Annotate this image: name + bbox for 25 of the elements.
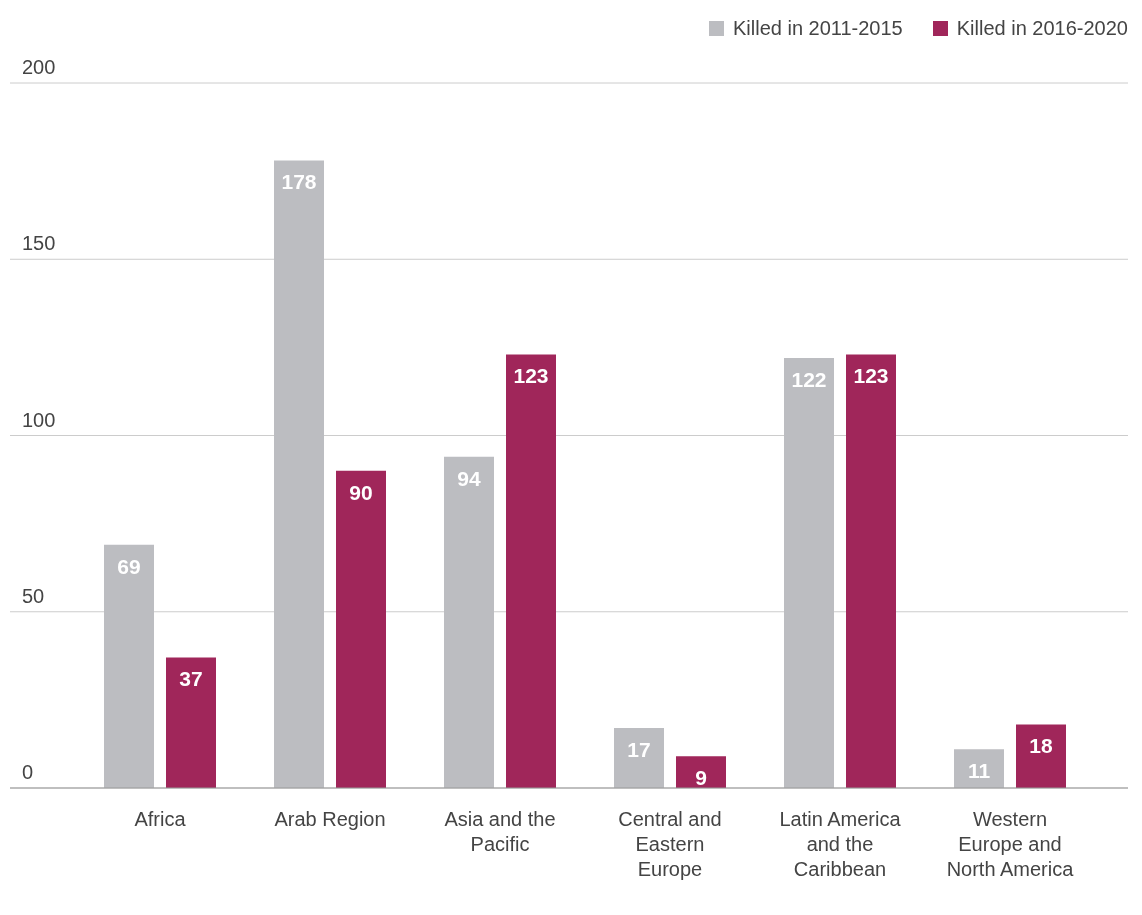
legend-label: Killed in 2016-2020 (956, 16, 1128, 40)
data-label: 69 (117, 554, 141, 578)
data-label: 9 (695, 766, 707, 790)
x-tick-label: Arab Region (274, 808, 386, 830)
x-tick-label: Western Europe and North America (946, 808, 1075, 880)
data-label: 18 (1029, 734, 1053, 758)
data-label: 123 (513, 364, 549, 388)
y-tick-label: 0 (22, 761, 34, 783)
x-tick-label: Asia and the Pacific (444, 808, 556, 855)
data-label: 122 (791, 367, 827, 391)
legend-label: Killed in 2011-2015 (732, 16, 903, 40)
data-label: 123 (853, 364, 889, 388)
data-label: 17 (627, 737, 651, 761)
data-label: 94 (457, 466, 481, 490)
data-label: 178 (281, 170, 317, 194)
y-tick-label: 150 (22, 232, 56, 255)
x-tick-label: Latin America and the Caribbean (779, 808, 902, 880)
y-tick-label: 200 (22, 56, 56, 78)
x-tick-label: Africa (134, 808, 187, 830)
data-label: 90 (349, 480, 373, 504)
y-tick-label: 100 (22, 408, 56, 431)
y-tick-label: 50 (22, 584, 45, 607)
data-label: 37 (179, 667, 203, 691)
data-label: 11 (967, 759, 991, 783)
x-tick-label: Central and Eastern Europe (618, 808, 722, 880)
